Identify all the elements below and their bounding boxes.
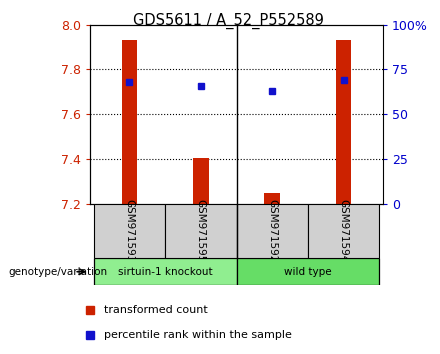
- Bar: [237, 204, 308, 258]
- Bar: [308, 204, 379, 258]
- Text: GSM971593: GSM971593: [125, 199, 135, 263]
- Text: GDS5611 / A_52_P552589: GDS5611 / A_52_P552589: [133, 12, 324, 29]
- Text: wild type: wild type: [284, 267, 332, 277]
- Bar: [94, 258, 237, 285]
- Text: percentile rank within the sample: percentile rank within the sample: [104, 330, 292, 339]
- Text: GSM971595: GSM971595: [196, 199, 206, 263]
- Bar: [94, 204, 165, 258]
- Bar: [165, 204, 237, 258]
- Bar: [237, 258, 379, 285]
- Text: genotype/variation: genotype/variation: [9, 267, 108, 277]
- Bar: [264, 194, 280, 204]
- Text: transformed count: transformed count: [104, 305, 208, 315]
- Bar: [121, 40, 137, 204]
- Text: GSM971592: GSM971592: [267, 199, 277, 263]
- Text: GSM971594: GSM971594: [338, 199, 348, 263]
- Text: sirtuin-1 knockout: sirtuin-1 knockout: [118, 267, 213, 277]
- Bar: [193, 158, 209, 204]
- Bar: [336, 40, 352, 204]
